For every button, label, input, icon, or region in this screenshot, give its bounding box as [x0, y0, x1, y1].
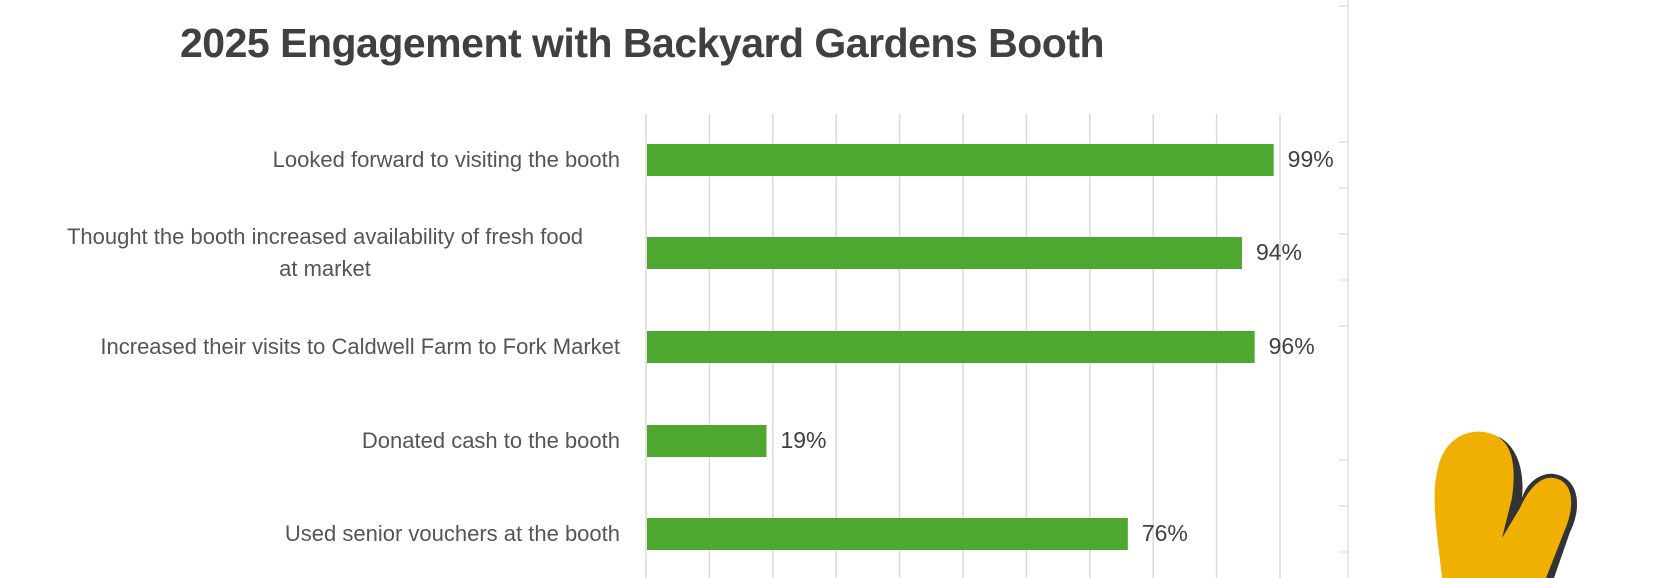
bar	[647, 425, 767, 457]
chart-title: 2025 Engagement with Backyard Gardens Bo…	[180, 20, 1105, 66]
category-label: Donated cash to the booth	[20, 425, 620, 457]
category-label-line: Donated cash to the booth	[361, 428, 620, 453]
mascot-body	[1434, 431, 1572, 578]
bar	[647, 237, 1242, 269]
data-label: 19%	[780, 427, 827, 453]
data-label: 99%	[1287, 146, 1334, 172]
category-label: Increased their visits to Caldwell Farm …	[20, 331, 620, 363]
bar	[647, 331, 1255, 363]
category-label-line: Increased their visits to Caldwell Farm …	[100, 334, 620, 359]
category-label-line: Thought the booth increased availability…	[66, 224, 584, 249]
mascot-logo	[1434, 431, 1578, 578]
category-label: Thought the booth increased availability…	[30, 221, 620, 285]
category-label-line: Used senior vouchers at the booth	[284, 521, 620, 546]
data-label: 76%	[1141, 520, 1188, 546]
category-label: Looked forward to visiting the booth	[20, 144, 620, 176]
category-label: Used senior vouchers at the booth	[20, 518, 620, 550]
bar	[647, 518, 1128, 550]
data-label: 96%	[1268, 333, 1315, 359]
category-label-line: Looked forward to visiting the booth	[272, 147, 620, 172]
bar	[647, 144, 1274, 176]
data-label: 94%	[1255, 239, 1302, 265]
category-label-line: at market	[279, 256, 371, 281]
